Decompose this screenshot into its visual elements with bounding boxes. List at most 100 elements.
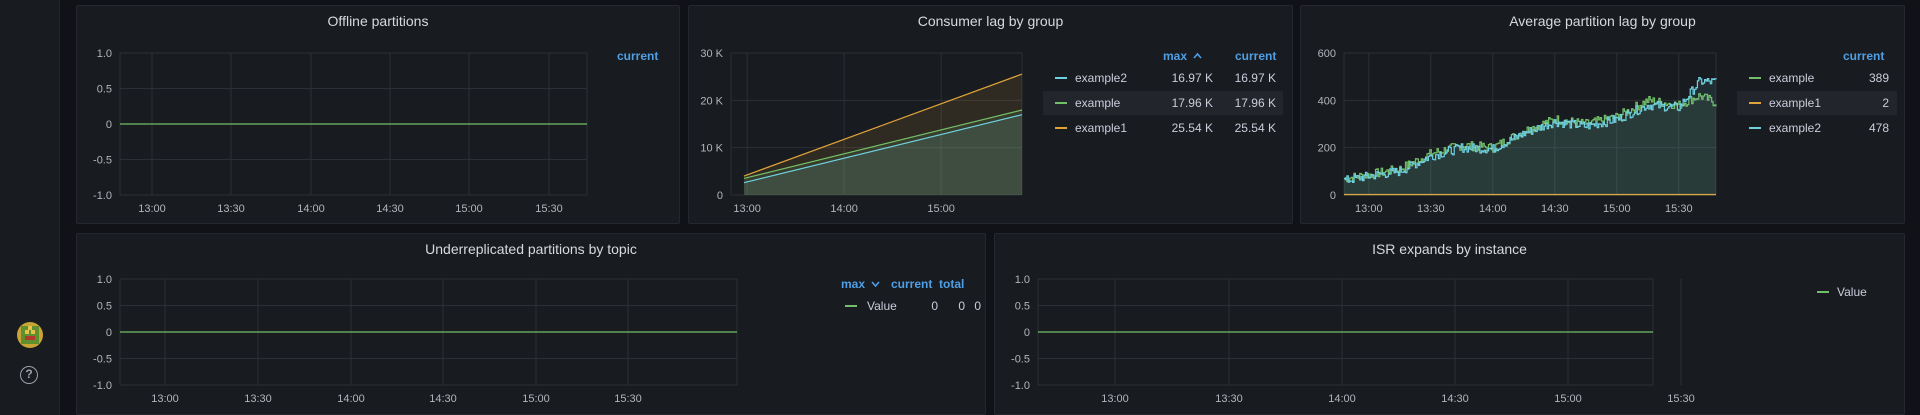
legend: max current total Value 0 0 0 bbox=[759, 277, 984, 337]
series-swatch bbox=[1055, 127, 1067, 129]
avatar-icon[interactable] bbox=[17, 322, 43, 348]
legend-row[interactable]: example 389 bbox=[1737, 66, 1897, 90]
x-tick-label: 14:00 bbox=[830, 203, 858, 215]
offline-partitions-chart: 1.0 0.5 0 -0.5 -1.0 13:00 13:30 14:00 14:30 15:00… bbox=[93, 48, 588, 215]
x-tick-label: 15:00 bbox=[1554, 393, 1582, 405]
legend-row[interactable]: Value bbox=[1817, 280, 1901, 304]
legend-header-current[interactable]: current bbox=[617, 49, 659, 63]
legend-header-current[interactable]: current bbox=[1843, 49, 1885, 63]
panel-title[interactable]: Consumer lag by group bbox=[917, 13, 1064, 29]
series-area bbox=[743, 74, 1022, 195]
series-max: 25.54 K bbox=[1171, 121, 1213, 135]
series-total: 0 bbox=[958, 299, 965, 313]
series-swatch bbox=[1055, 102, 1067, 104]
isr-expands-chart: 1.0 0.5 0 -0.5 -1.0 13:00 13:30 14:00 14:30 15:00… bbox=[1011, 274, 1695, 405]
series-name: example bbox=[1769, 71, 1815, 85]
series-current: 478 bbox=[1868, 121, 1889, 135]
chevron-down-icon bbox=[871, 281, 880, 288]
legend-header-current[interactable]: current bbox=[1235, 49, 1277, 63]
series-name: example2 bbox=[1075, 71, 1128, 85]
average-partition-lag-chart: 600 400 200 0 13:00 13:30 14:00 14:30 15:00 15:30 bbox=[1318, 48, 1717, 215]
series-current: 389 bbox=[1868, 71, 1889, 85]
x-tick-label: 15:30 bbox=[535, 203, 563, 215]
x-tick-label: 13:00 bbox=[1355, 203, 1383, 215]
x-tick-label: 13:30 bbox=[1417, 203, 1445, 215]
legend-header-max[interactable]: max bbox=[1163, 49, 1202, 63]
x-tick-label: 13:30 bbox=[244, 393, 272, 405]
chevron-up-icon bbox=[1193, 52, 1202, 59]
series-max: 16.97 K bbox=[1171, 71, 1213, 85]
x-tick-label: 14:00 bbox=[1479, 203, 1507, 215]
x-tick-label: 15:00 bbox=[1603, 203, 1631, 215]
legend: max current example2 16.97 K 16.97 K exa… bbox=[1043, 49, 1288, 149]
series-swatch bbox=[1817, 291, 1829, 293]
legend-row[interactable]: Value 0 0 0 bbox=[759, 294, 981, 318]
series-current: 16.97 K bbox=[1234, 71, 1276, 85]
series-current: 25.54 K bbox=[1234, 121, 1276, 135]
x-tick-label: 13:00 bbox=[151, 393, 179, 405]
y-tick-label: 30 K bbox=[700, 48, 723, 60]
y-tick-label: 0.5 bbox=[97, 84, 112, 96]
series-current: 0 bbox=[974, 299, 981, 313]
series-current: 2 bbox=[1882, 96, 1889, 110]
series-swatch bbox=[1055, 77, 1067, 79]
y-tick-label: 1.0 bbox=[97, 274, 112, 286]
panel-title[interactable]: Underreplicated partitions by topic bbox=[425, 241, 637, 257]
x-tick-label: 15:00 bbox=[455, 203, 483, 215]
y-tick-label: 1.0 bbox=[1015, 274, 1030, 286]
y-tick-label: 200 bbox=[1318, 143, 1336, 155]
x-tick-label: 14:30 bbox=[376, 203, 404, 215]
y-tick-label: -1.0 bbox=[93, 380, 112, 392]
panel-title[interactable]: ISR expands by instance bbox=[1372, 241, 1527, 257]
y-tick-label: 1.0 bbox=[97, 48, 112, 60]
y-tick-label: 20 K bbox=[700, 95, 723, 107]
series-line bbox=[1344, 77, 1717, 183]
x-tick-label: 13:30 bbox=[217, 203, 245, 215]
x-tick-label: 14:00 bbox=[297, 203, 325, 215]
y-tick-label: -0.5 bbox=[1011, 354, 1030, 366]
legend-header-total[interactable]: total bbox=[939, 277, 965, 291]
legend-header-current[interactable]: current bbox=[891, 277, 933, 291]
series-line bbox=[743, 109, 1023, 180]
legend-row[interactable]: example2 16.97 K 16.97 K bbox=[1043, 66, 1283, 90]
x-tick-label: 15:30 bbox=[614, 393, 642, 405]
panel-isr-expands: ISR expands by instance 1.0 0.5 0 -0.5 -1.0 1… bbox=[994, 233, 1905, 415]
legend: Value bbox=[1817, 280, 1903, 310]
legend-row[interactable]: example1 25.54 K 25.54 K bbox=[1043, 116, 1283, 140]
x-tick-label: 13:30 bbox=[1215, 393, 1243, 405]
series-swatch bbox=[1749, 102, 1761, 104]
panel-underreplicated-partitions: Underreplicated partitions by topic 1.0 0… bbox=[76, 233, 986, 415]
y-tick-label: -1.0 bbox=[1011, 380, 1030, 392]
series-max: 0 bbox=[931, 299, 938, 313]
legend: current example 389 example1 2 example2 … bbox=[1737, 49, 1901, 149]
legend-row[interactable]: example 17.96 K 17.96 K bbox=[1043, 91, 1283, 115]
x-tick-label: 15:00 bbox=[522, 393, 550, 405]
series-name: example1 bbox=[1075, 121, 1128, 135]
series-name: example bbox=[1075, 96, 1121, 110]
legend-header-max[interactable]: max bbox=[841, 277, 880, 291]
x-tick-label: 14:30 bbox=[429, 393, 457, 405]
x-tick-label: 14:30 bbox=[1441, 393, 1469, 405]
panel-consumer-lag: Consumer lag by group 30 K 20 K 10 K 0 13:00… bbox=[688, 5, 1293, 224]
legend-row[interactable]: example2 478 bbox=[1737, 116, 1897, 140]
legend-row[interactable]: example1 2 bbox=[1737, 91, 1897, 115]
sidebar: ? bbox=[0, 0, 60, 415]
panel-title[interactable]: Offline partitions bbox=[327, 13, 429, 29]
x-tick-label: 14:30 bbox=[1541, 203, 1569, 215]
panel-average-partition-lag: Average partition lag by group 600 400 200… bbox=[1300, 5, 1905, 224]
x-tick-label: 14:00 bbox=[337, 393, 365, 405]
series-name: Value bbox=[867, 299, 897, 313]
legend: current bbox=[617, 49, 677, 69]
y-tick-label: 600 bbox=[1318, 48, 1336, 60]
series-current: 17.96 K bbox=[1234, 96, 1276, 110]
series-swatch bbox=[1749, 127, 1761, 129]
x-tick-label: 15:30 bbox=[1665, 203, 1693, 215]
consumer-lag-chart: 30 K 20 K 10 K 0 13:00 14:00 15:00 bbox=[700, 48, 1023, 215]
panel-title[interactable]: Average partition lag by group bbox=[1509, 13, 1696, 29]
y-tick-label: 10 K bbox=[700, 143, 723, 155]
y-tick-label: 0 bbox=[717, 190, 723, 202]
series-name: Value bbox=[1837, 285, 1867, 299]
series-area bbox=[1344, 77, 1716, 195]
y-tick-label: 400 bbox=[1318, 95, 1336, 107]
help-icon[interactable]: ? bbox=[20, 366, 38, 384]
